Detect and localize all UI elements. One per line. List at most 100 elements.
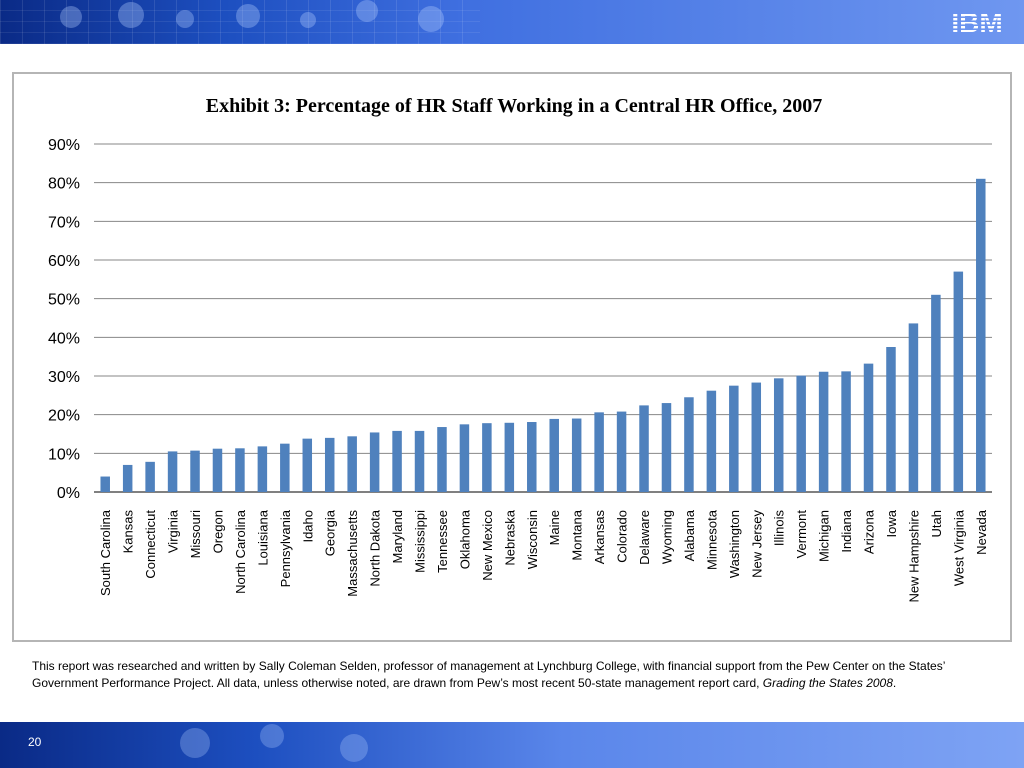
y-tick-label: 30%: [48, 369, 80, 386]
banner-dot: [340, 734, 368, 762]
banner-grid-pattern: [0, 0, 480, 44]
bar: [190, 450, 200, 492]
x-category-label: Louisiana: [255, 509, 270, 565]
bar: [414, 430, 425, 492]
bar: [437, 427, 447, 492]
bar: [549, 418, 559, 492]
y-tick-label: 70%: [48, 214, 80, 231]
banner-dot: [300, 12, 316, 28]
bar: [908, 323, 919, 492]
x-category-label: Wisconsin: [525, 510, 540, 569]
x-category-label: Vermont: [794, 510, 809, 559]
banner-dot: [60, 6, 82, 28]
bar: [392, 430, 402, 492]
x-category-label: Utah: [929, 510, 944, 537]
ibm-logo-text: IBM: [951, 7, 1002, 38]
bar: [863, 363, 874, 492]
x-category-label: Maine: [547, 510, 562, 545]
caption-text: This report was researched and written b…: [32, 659, 945, 690]
x-category-label: Montana: [570, 509, 585, 560]
y-tick-label: 60%: [48, 253, 80, 270]
bar: [527, 422, 537, 492]
bar: [661, 403, 672, 492]
bar: [347, 436, 357, 492]
source-caption: This report was researched and written b…: [32, 658, 1004, 692]
bar: [616, 411, 627, 492]
y-axis-ticks: 0% 10% 20% 30% 40% 50% 60% 70% 80% 90%: [48, 137, 80, 502]
x-category-label: Nevada: [974, 509, 989, 555]
x-category-label: Arizona: [862, 509, 877, 554]
caption-report-title: Grading the States 2008: [762, 676, 893, 690]
bar: [504, 422, 515, 492]
x-category-label: Massachusetts: [345, 510, 360, 597]
y-tick-label: 50%: [48, 292, 80, 309]
bar: [953, 271, 964, 492]
banner-dot: [236, 4, 260, 28]
x-axis-labels: South Carolina Kansas Connecticut Virginia M…: [98, 509, 989, 602]
x-category-label: Michigan: [817, 510, 832, 562]
bar: [324, 437, 335, 492]
x-category-label: Tennessee: [435, 510, 450, 573]
bars: [100, 178, 986, 493]
y-tick-label: 10%: [48, 446, 80, 463]
x-category-label: Alabama: [682, 509, 697, 561]
bar: [751, 382, 762, 492]
x-category-label: Oklahoma: [457, 509, 472, 569]
bar: [571, 418, 582, 492]
x-category-label: Missouri: [188, 510, 203, 559]
ibm-logo: IBM: [951, 7, 1002, 38]
bar: [886, 347, 896, 492]
gridlines: [94, 143, 992, 493]
x-category-label: Washington: [727, 510, 742, 578]
chart-frame: Exhibit 3: Percentage of HR Staff Workin…: [12, 72, 1012, 642]
banner-dot: [356, 0, 378, 22]
bar: [212, 448, 223, 492]
banner-dot: [176, 10, 194, 28]
bar: [257, 446, 268, 492]
bar: [818, 371, 829, 492]
caption-end: .: [892, 676, 897, 690]
header-banner: IBM: [0, 0, 1024, 44]
x-category-label: Indiana: [839, 509, 854, 552]
x-category-label: New Jersey: [749, 510, 764, 578]
x-category-label: Virginia: [166, 509, 181, 553]
x-category-label: Pennsylvania: [278, 509, 293, 587]
bar: [796, 375, 806, 492]
x-category-label: North Carolina: [233, 509, 248, 594]
y-tick-label: 90%: [48, 137, 80, 154]
x-category-label: South Carolina: [98, 509, 113, 596]
bar: [729, 385, 739, 492]
bar-chart: Exhibit 3: Percentage of HR Staff Workin…: [48, 95, 992, 602]
bar: [280, 443, 290, 492]
x-category-label: Idaho: [300, 510, 315, 543]
x-category-label: Iowa: [884, 509, 899, 537]
bar: [100, 476, 110, 492]
banner-dot: [180, 728, 210, 758]
bar: [459, 424, 470, 492]
bar: [841, 371, 851, 492]
banner-dot: [260, 724, 284, 748]
x-category-label: Wyoming: [659, 510, 674, 564]
x-category-label: Colorado: [615, 510, 630, 563]
bar: [369, 432, 380, 492]
bar: [482, 423, 492, 492]
bar: [302, 438, 313, 492]
x-category-label: Nebraska: [502, 509, 517, 565]
x-category-label: Maryland: [390, 510, 405, 563]
bar: [122, 464, 133, 492]
y-tick-label: 40%: [48, 330, 80, 347]
bar: [594, 412, 604, 492]
bar: [706, 390, 717, 492]
x-category-label: Connecticut: [143, 510, 158, 579]
x-category-label: North Dakota: [368, 509, 383, 586]
x-category-label: Kansas: [121, 510, 136, 554]
y-tick-label: 80%: [48, 176, 80, 193]
banner-dot: [418, 6, 444, 32]
bar: [145, 461, 155, 492]
bar: [639, 405, 649, 492]
x-category-label: Minnesota: [704, 509, 719, 570]
x-category-label: New Mexico: [480, 510, 495, 581]
bar: [773, 378, 784, 492]
x-category-label: Georgia: [323, 509, 338, 556]
page-number: 20: [28, 735, 42, 749]
